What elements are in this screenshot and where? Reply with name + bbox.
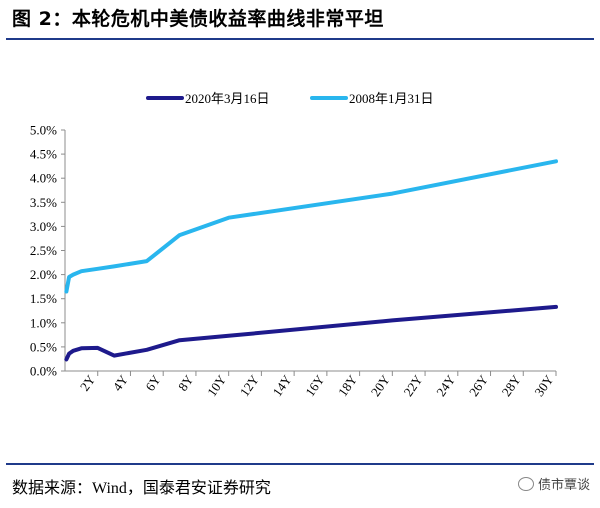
y-tick-label: 3.0% [30,219,57,234]
yield-curve-chart: 2020年3月16日 2008年1月31日 0.0% 0.5% 1.0% 1.5% 2.0… [30,91,558,400]
x-tick-label: 16Y [302,372,327,399]
x-tick-label: 20Y [368,372,393,399]
x-tick-label: 22Y [400,372,425,399]
y-tick-label: 1.5% [30,291,57,306]
y-tick-label: 2.5% [30,243,57,258]
series-line-2 [64,159,558,294]
watermark-text: 债市覃谈 [537,478,590,493]
x-tick-label: 4Y [110,372,132,394]
y-tick-label: 2.0% [30,267,57,282]
figure-title: 图 2：本轮危机中美债收益率曲线非常平坦 [12,8,384,30]
y-tick-label: 3.5% [30,195,57,210]
x-tick-label: 28Y [499,372,524,399]
x-tick-label: 18Y [335,372,360,399]
x-tick-label: 26Y [466,372,491,399]
y-tick-label: 0.5% [30,339,57,354]
y-tick-label: 0.0% [30,364,57,379]
y-tick-label: 1.0% [30,315,57,330]
x-tick-label: 2Y [77,372,99,394]
x-tick-label: 30Y [531,372,556,399]
x-tick-label: 8Y [175,372,197,394]
axes: 0.0% 0.5% 1.0% 1.5% 2.0% 2.5% 3.0% 3.5% 4.0% 4.5%… [30,123,557,400]
title-rule [6,38,594,40]
footer-rule [6,463,594,465]
x-tick-label: 10Y [204,372,229,399]
y-tick-label: 4.0% [30,171,57,186]
x-tick-label: 6Y [142,372,164,394]
y-tick-label: 4.5% [30,147,57,162]
x-tick-label: 12Y [237,372,262,399]
legend: 2020年3月16日 2008年1月31日 [146,91,434,106]
x-tick-label: 24Y [433,372,458,399]
watermark: 债市覃谈 [517,474,590,493]
y-tick-label: 5.0% [30,123,57,138]
series-line-1 [64,304,558,362]
x-tick-label: 14Y [269,372,294,399]
series-lines [64,159,558,362]
legend-label-1: 2020年3月16日 [185,91,270,106]
source-note: 数据来源：Wind，国泰君安证券研究 [12,480,271,497]
legend-label-2: 2008年1月31日 [349,91,434,106]
wechat-icon [517,476,534,491]
